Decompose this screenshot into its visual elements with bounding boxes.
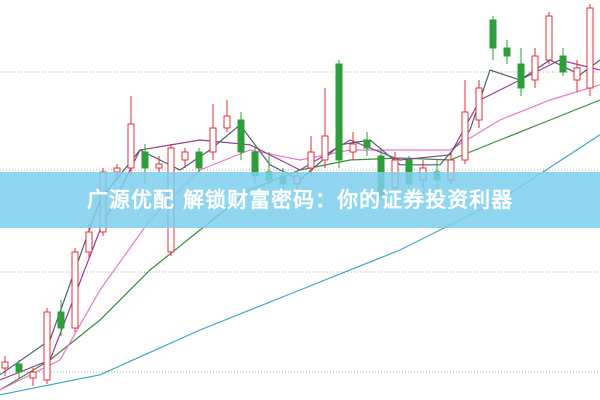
candle-body: [113, 167, 121, 173]
candle-body: [517, 63, 525, 89]
candle-body: [57, 311, 65, 329]
candle-body: [559, 55, 567, 73]
candle-body: [307, 151, 315, 169]
candle-body: [85, 231, 93, 253]
banner-band: [0, 172, 600, 228]
candle-body: [363, 139, 371, 149]
candle-body: [545, 15, 553, 61]
ma-line: [0, 84, 600, 391]
candle-body: [573, 67, 581, 81]
candle-body: [195, 151, 203, 169]
candle-body: [475, 87, 483, 121]
candle-body: [127, 123, 135, 169]
candle-body: [461, 111, 469, 161]
candle-body: [141, 151, 149, 169]
candle-body: [586, 7, 594, 89]
candle-body: [15, 363, 23, 373]
candle-body: [321, 135, 329, 161]
candle-body: [29, 371, 37, 379]
candle-body: [223, 115, 231, 129]
candle-body: [489, 19, 497, 49]
candle-body: [71, 251, 79, 329]
candle-body: [181, 151, 189, 161]
candle-body: [1, 361, 9, 369]
candle-body: [237, 119, 245, 153]
candle-body: [503, 47, 511, 57]
candle-body: [531, 55, 539, 81]
candle-body: [349, 143, 357, 153]
candle-body: [209, 127, 217, 153]
candle-body: [155, 163, 163, 169]
banner-text: 广源优配 解锁财富密码：你的证券投资利器: [87, 188, 513, 212]
candle-body: [335, 63, 343, 161]
candle-body: [43, 311, 51, 381]
